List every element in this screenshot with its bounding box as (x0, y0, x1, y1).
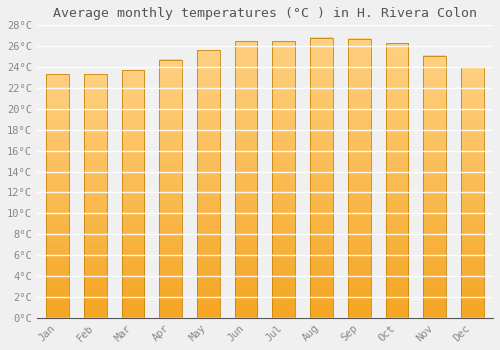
Bar (386, 43, 408, 318)
Bar (235, 41, 258, 318)
Bar (160, 60, 182, 318)
Bar (310, 38, 333, 318)
Bar (424, 56, 446, 318)
Bar (122, 70, 144, 318)
Bar (348, 39, 370, 318)
Bar (461, 67, 483, 318)
Title: Average monthly temperatures (°C ) in H. Rivera Colon: Average monthly temperatures (°C ) in H.… (53, 7, 477, 20)
Bar (84, 75, 106, 318)
Bar (197, 50, 220, 318)
Bar (46, 75, 69, 318)
Bar (272, 41, 295, 318)
